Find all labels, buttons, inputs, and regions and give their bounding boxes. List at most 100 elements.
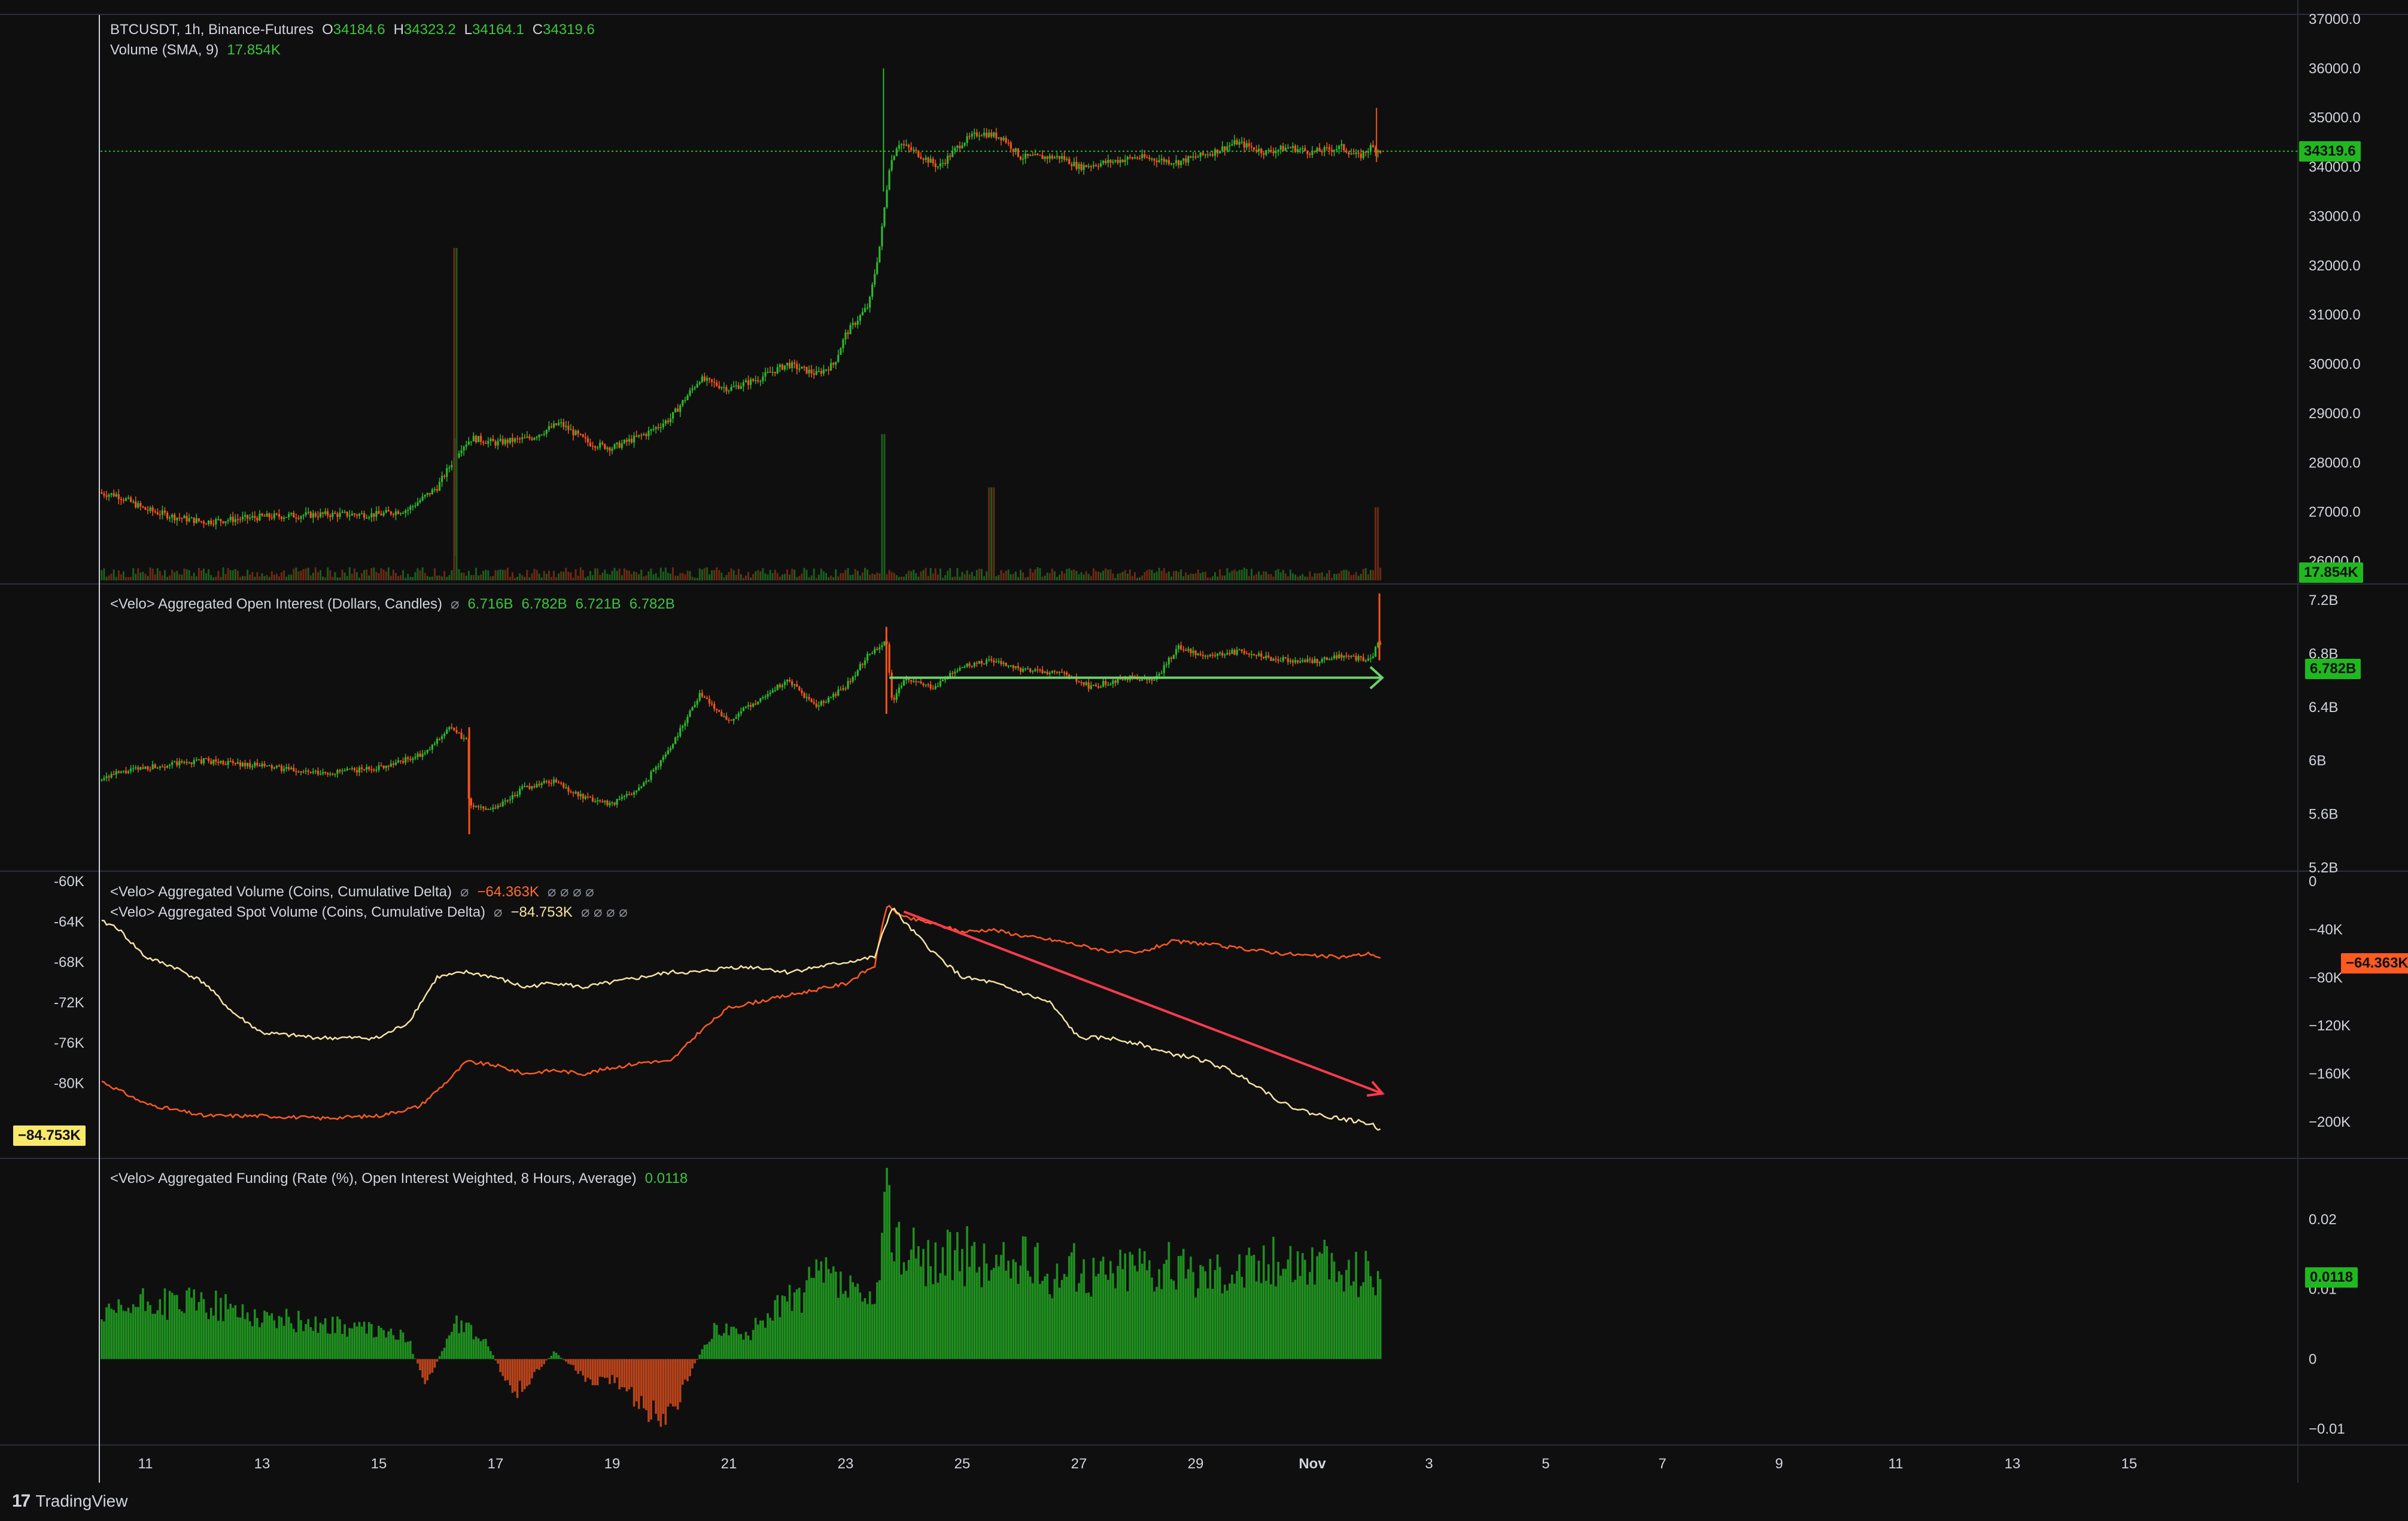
volume-indicator-name[interactable]: Volume (SMA, 9) bbox=[110, 42, 219, 58]
cvd-trend-arrow[interactable] bbox=[903, 910, 1383, 1095]
volume-bar bbox=[327, 567, 329, 580]
spot-indicator-name[interactable]: <Velo> Aggregated Spot Volume (Coins, Cu… bbox=[110, 904, 486, 920]
funding-bar bbox=[207, 1319, 210, 1359]
funding-bar bbox=[987, 1280, 990, 1359]
volume-bar bbox=[467, 570, 470, 580]
oi-candle bbox=[1282, 657, 1284, 661]
cvd-indicator-name[interactable]: <Velo> Aggregated Volume (Coins, Cumulat… bbox=[110, 883, 452, 900]
funding-bar bbox=[664, 1359, 667, 1425]
volume-bar bbox=[706, 567, 708, 580]
oi-candle bbox=[297, 771, 300, 773]
oi-candle bbox=[888, 644, 890, 673]
volume-bar bbox=[779, 576, 781, 580]
funding-bar bbox=[728, 1335, 730, 1359]
oi-candle bbox=[312, 771, 314, 773]
funding-bar bbox=[786, 1301, 789, 1359]
oi-candle bbox=[827, 697, 830, 702]
price-candle bbox=[161, 510, 164, 515]
funding-bar bbox=[151, 1313, 154, 1359]
volume-bar bbox=[416, 568, 419, 580]
funding-bar bbox=[963, 1286, 966, 1359]
oi-indicator-name[interactable]: <Velo> Aggregated Open Interest (Dollars… bbox=[110, 595, 442, 612]
price-candle bbox=[293, 513, 295, 518]
funding-indicator-name[interactable]: <Velo> Aggregated Funding (Rate (%), Ope… bbox=[110, 1170, 637, 1187]
tradingview-logo[interactable]: 17 TradingView bbox=[12, 1491, 127, 1511]
volume-bar bbox=[1233, 569, 1236, 580]
volume-bar bbox=[968, 574, 971, 580]
price-candle bbox=[232, 516, 234, 522]
volume-bar bbox=[1263, 571, 1265, 580]
volume-bar bbox=[1126, 573, 1129, 580]
oi-candle bbox=[574, 792, 577, 793]
funding-bar bbox=[1275, 1286, 1277, 1359]
price-candle bbox=[363, 513, 366, 518]
volume-bar bbox=[190, 576, 193, 580]
funding-bar bbox=[825, 1257, 828, 1359]
price-candle bbox=[1238, 142, 1241, 145]
price-candle bbox=[1002, 138, 1005, 141]
volume-bar bbox=[341, 570, 343, 580]
volume-bar bbox=[623, 568, 625, 580]
oi-candle bbox=[986, 659, 988, 664]
oi-candle bbox=[659, 760, 662, 766]
price-candle bbox=[915, 150, 917, 151]
volume-bar bbox=[478, 575, 480, 580]
volume-bar bbox=[421, 567, 424, 580]
oi-candle bbox=[586, 796, 589, 798]
funding-bar bbox=[827, 1268, 830, 1359]
oi-candle bbox=[519, 788, 521, 795]
volume-bar bbox=[645, 575, 647, 580]
funding-bar bbox=[1289, 1246, 1292, 1359]
price-candle bbox=[151, 507, 154, 512]
funding-bar bbox=[1372, 1287, 1375, 1359]
oi-candle bbox=[433, 743, 436, 745]
oi-candle bbox=[616, 799, 618, 805]
price-candle bbox=[1367, 151, 1370, 153]
spot-value: −84.753K bbox=[510, 904, 573, 920]
price-candle bbox=[640, 434, 643, 436]
oi-candle bbox=[881, 645, 883, 647]
funding-bar bbox=[586, 1359, 589, 1378]
oi-candle bbox=[783, 682, 786, 686]
oi-candle bbox=[776, 685, 779, 690]
funding-bar bbox=[798, 1288, 801, 1359]
price-candle bbox=[285, 517, 288, 518]
funding-bar bbox=[1321, 1254, 1324, 1359]
price-candle bbox=[183, 516, 186, 519]
funding-bar bbox=[1126, 1291, 1129, 1359]
funding-bar bbox=[492, 1355, 494, 1359]
funding-bar bbox=[1209, 1259, 1212, 1359]
oi-candle bbox=[278, 765, 281, 767]
oi-candle bbox=[893, 698, 895, 700]
oi-candle bbox=[202, 758, 205, 763]
funding-bar bbox=[101, 1319, 103, 1359]
price-axis-tick: 34000.0 bbox=[2309, 159, 2361, 175]
price-candle bbox=[1060, 156, 1063, 159]
oi-candle bbox=[767, 694, 769, 697]
price-candle bbox=[147, 510, 149, 511]
oi-candle bbox=[183, 762, 186, 763]
oi-candle bbox=[1318, 662, 1321, 664]
funding-bar bbox=[1102, 1257, 1105, 1359]
funding-bar bbox=[351, 1328, 354, 1359]
volume-bar bbox=[565, 567, 567, 580]
funding-bar bbox=[929, 1266, 932, 1359]
oi-candle bbox=[472, 805, 475, 807]
price-candle bbox=[521, 437, 524, 439]
volume-bar bbox=[1241, 570, 1243, 580]
volume-bar bbox=[1245, 568, 1248, 580]
funding-bar bbox=[472, 1339, 475, 1359]
oi-candle bbox=[1321, 659, 1323, 662]
funding-bar bbox=[871, 1304, 874, 1359]
price-candle bbox=[1019, 156, 1022, 160]
price-candle bbox=[351, 513, 353, 516]
funding-bar bbox=[139, 1294, 142, 1359]
funding-bar bbox=[1170, 1279, 1173, 1359]
funding-bar bbox=[336, 1316, 339, 1359]
price-candle bbox=[1014, 148, 1017, 152]
oi-candle bbox=[343, 770, 346, 771]
symbol-label[interactable]: BTCUSDT, 1h, Binance-Futures bbox=[110, 22, 314, 38]
funding-bar bbox=[594, 1359, 597, 1386]
oi-candle bbox=[448, 727, 451, 730]
